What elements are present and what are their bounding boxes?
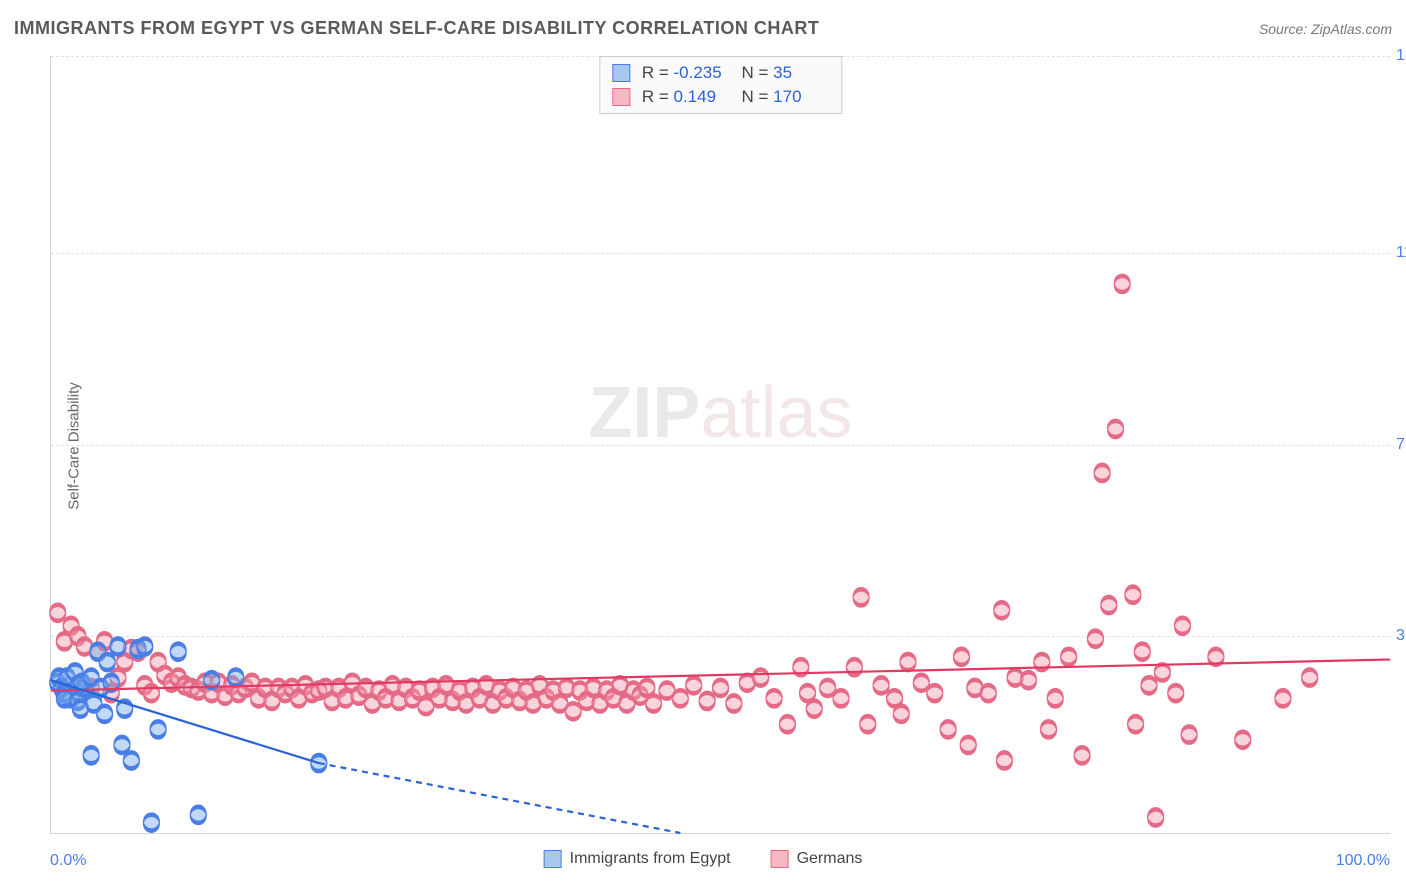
data-point bbox=[686, 677, 702, 693]
data-point bbox=[927, 685, 943, 701]
y-tick-label: 7.5% bbox=[1396, 436, 1406, 454]
data-point bbox=[1275, 690, 1291, 706]
data-point bbox=[1181, 727, 1197, 743]
data-point bbox=[228, 670, 244, 686]
data-point bbox=[853, 589, 869, 605]
data-point bbox=[980, 685, 996, 701]
data-point bbox=[83, 747, 99, 763]
data-point bbox=[143, 815, 159, 831]
data-point bbox=[779, 716, 795, 732]
data-point bbox=[1148, 809, 1164, 825]
x-min-label: 0.0% bbox=[50, 852, 86, 870]
data-point bbox=[954, 649, 970, 665]
series-legend: Immigrants from Egypt Germans bbox=[544, 850, 863, 868]
data-point bbox=[190, 807, 206, 823]
data-point bbox=[873, 677, 889, 693]
data-point bbox=[1101, 597, 1117, 613]
trend-line bbox=[319, 763, 681, 833]
data-point bbox=[672, 690, 688, 706]
data-point bbox=[123, 752, 139, 768]
x-max-label: 100.0% bbox=[1336, 852, 1390, 870]
data-point bbox=[1020, 672, 1036, 688]
data-point bbox=[646, 696, 662, 712]
swatch-icon bbox=[612, 88, 630, 106]
swatch-icon bbox=[544, 850, 562, 868]
y-tick-label: 11.2% bbox=[1396, 244, 1406, 262]
scatter-plot bbox=[51, 56, 1390, 833]
swatch-icon bbox=[612, 64, 630, 82]
data-point bbox=[766, 690, 782, 706]
data-point bbox=[1114, 276, 1130, 292]
data-point bbox=[1061, 649, 1077, 665]
data-point bbox=[1094, 465, 1110, 481]
data-point bbox=[1134, 644, 1150, 660]
source-label: Source: ZipAtlas.com bbox=[1259, 21, 1392, 37]
data-point bbox=[1174, 618, 1190, 634]
y-tick-label: 3.8% bbox=[1396, 627, 1406, 645]
data-point bbox=[860, 716, 876, 732]
legend-item-egypt: Immigrants from Egypt bbox=[544, 850, 731, 868]
data-point bbox=[1108, 421, 1124, 437]
legend-item-germans: Germans bbox=[771, 850, 863, 868]
data-point bbox=[996, 752, 1012, 768]
data-point bbox=[833, 690, 849, 706]
chart-area: ZIPatlas 3.8%7.5%11.2%15.0% R = -0.235 N… bbox=[50, 56, 1390, 834]
data-point bbox=[1041, 721, 1057, 737]
legend-row-germans: R = 0.149 N = 170 bbox=[612, 85, 829, 109]
data-point bbox=[893, 706, 909, 722]
data-point bbox=[1168, 685, 1184, 701]
data-point bbox=[1087, 631, 1103, 647]
data-point bbox=[1154, 664, 1170, 680]
data-point bbox=[1128, 716, 1144, 732]
data-point bbox=[99, 654, 115, 670]
data-point bbox=[137, 639, 153, 655]
data-point bbox=[97, 706, 113, 722]
data-point bbox=[1074, 747, 1090, 763]
legend-row-egypt: R = -0.235 N = 35 bbox=[612, 61, 829, 85]
data-point bbox=[1302, 670, 1318, 686]
data-point bbox=[994, 602, 1010, 618]
chart-title: IMMIGRANTS FROM EGYPT VS GERMAN SELF-CAR… bbox=[14, 18, 819, 39]
data-point bbox=[1235, 732, 1251, 748]
data-point bbox=[1141, 677, 1157, 693]
data-point bbox=[940, 721, 956, 737]
data-point bbox=[713, 680, 729, 696]
data-point bbox=[114, 737, 130, 753]
y-tick-label: 15.0% bbox=[1396, 47, 1406, 65]
data-point bbox=[110, 639, 126, 655]
data-point bbox=[1047, 690, 1063, 706]
data-point bbox=[699, 693, 715, 709]
data-point bbox=[726, 696, 742, 712]
data-point bbox=[170, 644, 186, 660]
data-point bbox=[50, 605, 66, 621]
data-point bbox=[960, 737, 976, 753]
data-point bbox=[806, 701, 822, 717]
data-point bbox=[900, 654, 916, 670]
swatch-icon bbox=[771, 850, 789, 868]
data-point bbox=[1125, 587, 1141, 603]
data-point bbox=[150, 721, 166, 737]
data-point bbox=[753, 670, 769, 686]
correlation-legend: R = -0.235 N = 35 R = 0.149 N = 170 bbox=[599, 56, 842, 114]
